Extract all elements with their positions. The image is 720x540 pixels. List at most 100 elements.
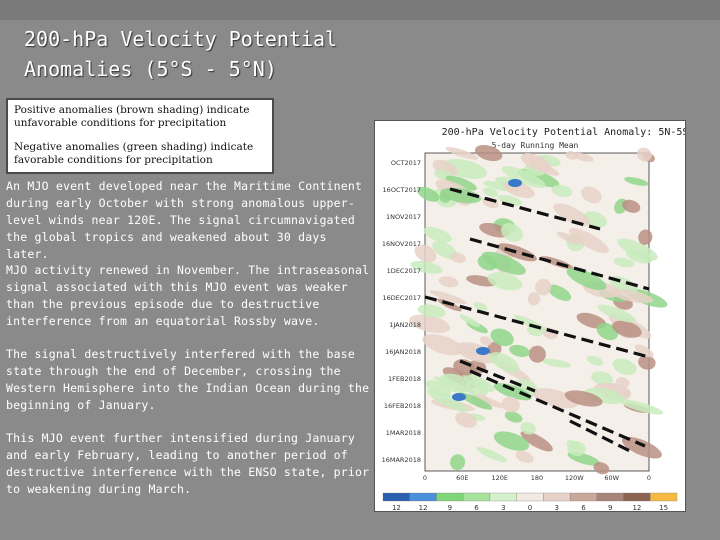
shading-blob xyxy=(417,186,440,202)
shading-blob xyxy=(459,314,481,328)
strong-negative-blob xyxy=(452,393,466,401)
colorbar-tick-label: 12 xyxy=(419,504,428,511)
mjo-propagation-lines xyxy=(424,187,650,453)
mjo-dashed-line xyxy=(469,237,650,291)
shading-blob xyxy=(440,187,482,204)
mjo-dashed-line xyxy=(569,419,631,453)
figure-title: 200-hPa Velocity Potential Anomaly: 5N-5… xyxy=(442,127,685,138)
shading-blob xyxy=(612,358,637,375)
shading-blob xyxy=(509,344,530,357)
paragraph-november: MJO activity renewed in November. The in… xyxy=(6,263,370,328)
longitude-tick-label: 60W xyxy=(604,474,619,482)
shading-blob xyxy=(487,341,502,356)
colorbar-swatch xyxy=(489,492,517,502)
colorbar: 12 12 9 6 3 0 3 6 9 12 15 xyxy=(382,492,678,511)
colorbar-tick-label: 12 xyxy=(632,504,641,511)
shading-blob xyxy=(463,373,495,392)
date-tick-label: 1MAR2018 xyxy=(386,429,421,437)
longitude-tick-label: 180 xyxy=(531,474,543,482)
colorbar-swatch xyxy=(463,492,491,502)
shading-blob xyxy=(520,153,551,172)
colorbar-swatch xyxy=(516,492,544,502)
colorbar-swatch xyxy=(382,492,410,502)
colorbar-tick-label: 9 xyxy=(448,504,452,511)
hovmoller-svg: 200-hPa Velocity Potential Anomaly: 5N-5… xyxy=(382,127,685,511)
shading-blob xyxy=(497,243,537,262)
shading-blob xyxy=(535,278,552,296)
shading-blob xyxy=(610,289,654,304)
mjo-dashed-line xyxy=(449,187,601,231)
date-tick-label: 16MAR2018 xyxy=(382,456,421,464)
colorbar-swatch xyxy=(436,492,464,502)
shading-blob xyxy=(547,284,572,301)
shading-blob xyxy=(634,344,654,358)
shading-blob xyxy=(567,440,586,457)
figure-subtitle: 5-day Running Mean xyxy=(492,141,579,150)
colorbar-tick-label: 6 xyxy=(474,504,479,511)
longitude-tick-label: 60E xyxy=(456,474,468,482)
shading-blob xyxy=(474,144,503,162)
shading-blob xyxy=(520,422,536,435)
shading-blob xyxy=(426,389,468,412)
colorbar-swatch xyxy=(543,492,571,502)
shading-blob xyxy=(438,276,459,288)
date-tick-label: 1JAN2018 xyxy=(389,321,421,329)
shading-blob xyxy=(487,272,523,291)
colorbar-tick-label: 0 xyxy=(528,504,532,511)
paragraph-october: An MJO event developed near the Maritime… xyxy=(6,179,363,261)
shading-blob xyxy=(617,238,658,261)
shading-blob xyxy=(566,267,607,291)
colorbar-tick-label: 9 xyxy=(608,504,612,511)
shading-blob xyxy=(553,203,590,227)
title-line-2: Anomalies (5°S - 5°N) xyxy=(24,57,277,81)
date-tick-label: 16JAN2018 xyxy=(385,348,421,356)
colorbar-swatch xyxy=(623,492,651,502)
shading-blob xyxy=(473,302,488,312)
shading-blob xyxy=(619,399,664,415)
shading-blob xyxy=(504,411,523,423)
plot-area xyxy=(409,144,668,475)
shading-blob xyxy=(638,355,656,370)
shading-blob xyxy=(613,257,635,268)
anomaly-shading xyxy=(409,144,668,475)
date-tick-label: OCT2017 xyxy=(391,159,421,167)
shading-blob xyxy=(462,344,479,356)
shading-blob xyxy=(586,355,604,366)
shading-blob xyxy=(520,430,553,452)
paragraph-january: This MJO event further intensified durin… xyxy=(6,431,370,496)
shading-blob xyxy=(481,251,526,275)
colorbar-swatch xyxy=(596,492,624,502)
shading-blob xyxy=(445,147,479,160)
hovmoller-figure: 200-hPa Velocity Potential Anomaly: 5N-5… xyxy=(374,120,686,512)
date-tick-label: 16NOV2017 xyxy=(382,240,421,248)
shading-blob xyxy=(500,223,523,242)
date-axis: OCT2017 16OCT2017 1NOV2017 16NOV2017 1DEC201… xyxy=(382,159,421,464)
shading-blob xyxy=(425,380,452,398)
shading-blob xyxy=(438,373,472,393)
shading-blob xyxy=(450,252,466,263)
shading-legend-box: Positive anomalies (brown shading) indic… xyxy=(6,98,274,174)
strong-negative-blob xyxy=(476,347,490,355)
shading-blob xyxy=(414,244,437,263)
shading-blob xyxy=(479,336,492,346)
date-tick-label: 1NOV2017 xyxy=(386,213,421,221)
shading-blob xyxy=(409,314,451,333)
page-title: 200-hPa Velocity Potential Anomalies (5°… xyxy=(24,24,444,84)
shading-blob xyxy=(532,388,579,409)
shading-blob xyxy=(422,334,463,356)
colorbar-tick-label: 3 xyxy=(501,504,505,511)
date-tick-label: 16DEC2017 xyxy=(383,294,421,302)
colorbar-swatch xyxy=(409,492,437,502)
colorbar-swatch xyxy=(650,492,678,502)
shading-blob xyxy=(621,436,662,459)
positive-anomaly-note: Positive anomalies (brown shading) indic… xyxy=(14,104,250,129)
paragraph-december: The signal destructively interfered with… xyxy=(6,347,370,412)
longitude-tick-label: 120W xyxy=(565,474,584,482)
shading-blob xyxy=(622,199,641,213)
shading-blob xyxy=(482,187,499,197)
longitude-tick-label: 0 xyxy=(647,474,651,482)
colorbar-swatch xyxy=(569,492,597,502)
longitude-axis: 0 60E 120E 180 120W 60W 0 xyxy=(423,474,651,482)
shading-blob xyxy=(638,229,653,245)
date-tick-label: 16OCT2017 xyxy=(383,186,421,194)
